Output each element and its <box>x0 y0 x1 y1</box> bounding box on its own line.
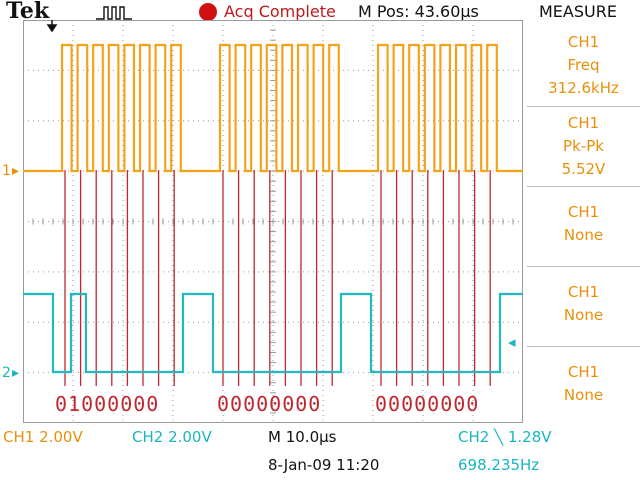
measure-source: CH1 <box>567 283 600 301</box>
ch1-ground-marker: 1 <box>2 163 11 179</box>
measure-value: 312.6kHz <box>548 79 619 97</box>
measure-type: None <box>563 306 604 324</box>
acquisition-status-icon <box>199 3 217 21</box>
trigger-position-icon <box>46 20 58 33</box>
ch2-scale-readout: CH2 2.00V <box>132 428 212 446</box>
ch2-ground-marker: 2 <box>2 365 11 381</box>
top-status-bar: Tek Acq Complete M Pos: 43.60µs MEASURE <box>0 0 640 26</box>
measure-slot-4[interactable]: CH1 None <box>527 266 640 345</box>
measure-slot-5[interactable]: CH1 None <box>527 346 640 425</box>
trigger-frequency-readout: 698.235Hz <box>458 456 540 474</box>
measure-value: 5.52V <box>561 160 606 178</box>
trigger-readout: CH2 ╲ 1.28V <box>458 428 552 446</box>
measure-type: Freq <box>567 56 600 74</box>
measure-panel: CH1 Freq 312.6kHz CH1 Pk-Pk 5.52V CH1 No… <box>527 26 640 426</box>
measure-source: CH1 <box>567 203 600 221</box>
ch2-ground-arrow-icon: ▸ <box>12 365 20 381</box>
decoded-byte-3: 00000000 <box>375 392 480 416</box>
ch1-ground-arrow-icon: ▸ <box>12 163 20 179</box>
timebase-readout: M 10.0µs <box>268 428 337 446</box>
trigger-level-icon: ◂ <box>508 333 516 351</box>
bit-marker-lines <box>64 170 491 386</box>
measure-menu-title: MEASURE <box>539 2 617 21</box>
measure-type: None <box>563 386 604 404</box>
waveform-display <box>23 20 523 423</box>
datetime-readout: 8-Jan-09 11:20 <box>268 456 380 474</box>
measure-source: CH1 <box>567 33 600 51</box>
ch1-scale-readout: CH1 2.00V <box>3 428 83 446</box>
measure-type: Pk-Pk <box>563 137 604 155</box>
graticule <box>23 20 523 423</box>
measure-slot-1[interactable]: CH1 Freq 312.6kHz <box>527 26 640 104</box>
measure-source: CH1 <box>567 363 600 381</box>
acquisition-status: Acq Complete <box>224 2 336 21</box>
measure-type: None <box>563 226 604 244</box>
decoded-byte-1: 01000000 <box>55 392 160 416</box>
measure-slot-3[interactable]: CH1 None <box>527 186 640 265</box>
measure-slot-2[interactable]: CH1 Pk-Pk 5.52V <box>527 106 640 185</box>
ch2-waveform <box>23 292 523 374</box>
bottom-status-bar: CH1 2.00V CH2 2.00V M 10.0µs CH2 ╲ 1.28V… <box>0 426 640 480</box>
horizontal-position-readout: M Pos: 43.60µs <box>358 2 479 21</box>
trigger-pulse-icon <box>96 6 132 20</box>
measure-source: CH1 <box>567 114 600 132</box>
decoded-byte-2: 00000000 <box>217 392 322 416</box>
ch1-waveform <box>23 43 523 173</box>
